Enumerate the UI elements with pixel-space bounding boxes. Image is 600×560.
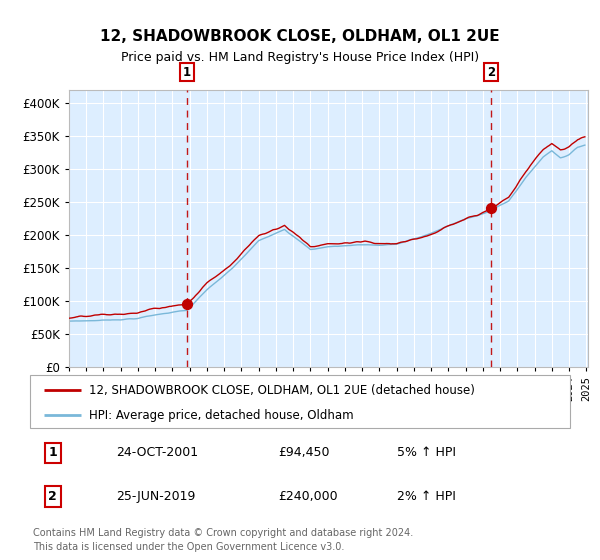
Text: Price paid vs. HM Land Registry's House Price Index (HPI): Price paid vs. HM Land Registry's House … xyxy=(121,51,479,64)
Text: 12, SHADOWBROOK CLOSE, OLDHAM, OL1 2UE (detached house): 12, SHADOWBROOK CLOSE, OLDHAM, OL1 2UE (… xyxy=(89,384,475,396)
Text: 2% ↑ HPI: 2% ↑ HPI xyxy=(397,490,456,503)
Text: £240,000: £240,000 xyxy=(278,490,338,503)
Point xyxy=(182,300,191,309)
Text: 24-OCT-2001: 24-OCT-2001 xyxy=(116,446,199,459)
Text: 25-JUN-2019: 25-JUN-2019 xyxy=(116,490,196,503)
Text: 2: 2 xyxy=(487,66,496,78)
Text: 5% ↑ HPI: 5% ↑ HPI xyxy=(397,446,456,459)
Text: £94,450: £94,450 xyxy=(278,446,330,459)
Point xyxy=(487,204,496,213)
Text: Contains HM Land Registry data © Crown copyright and database right 2024.: Contains HM Land Registry data © Crown c… xyxy=(33,529,413,539)
FancyBboxPatch shape xyxy=(30,375,570,428)
Text: This data is licensed under the Open Government Licence v3.0.: This data is licensed under the Open Gov… xyxy=(33,542,344,552)
Text: 12, SHADOWBROOK CLOSE, OLDHAM, OL1 2UE: 12, SHADOWBROOK CLOSE, OLDHAM, OL1 2UE xyxy=(100,29,500,44)
Text: 1: 1 xyxy=(182,66,191,78)
Text: 2: 2 xyxy=(49,490,57,503)
Text: 1: 1 xyxy=(49,446,57,459)
Text: HPI: Average price, detached house, Oldham: HPI: Average price, detached house, Oldh… xyxy=(89,409,354,422)
